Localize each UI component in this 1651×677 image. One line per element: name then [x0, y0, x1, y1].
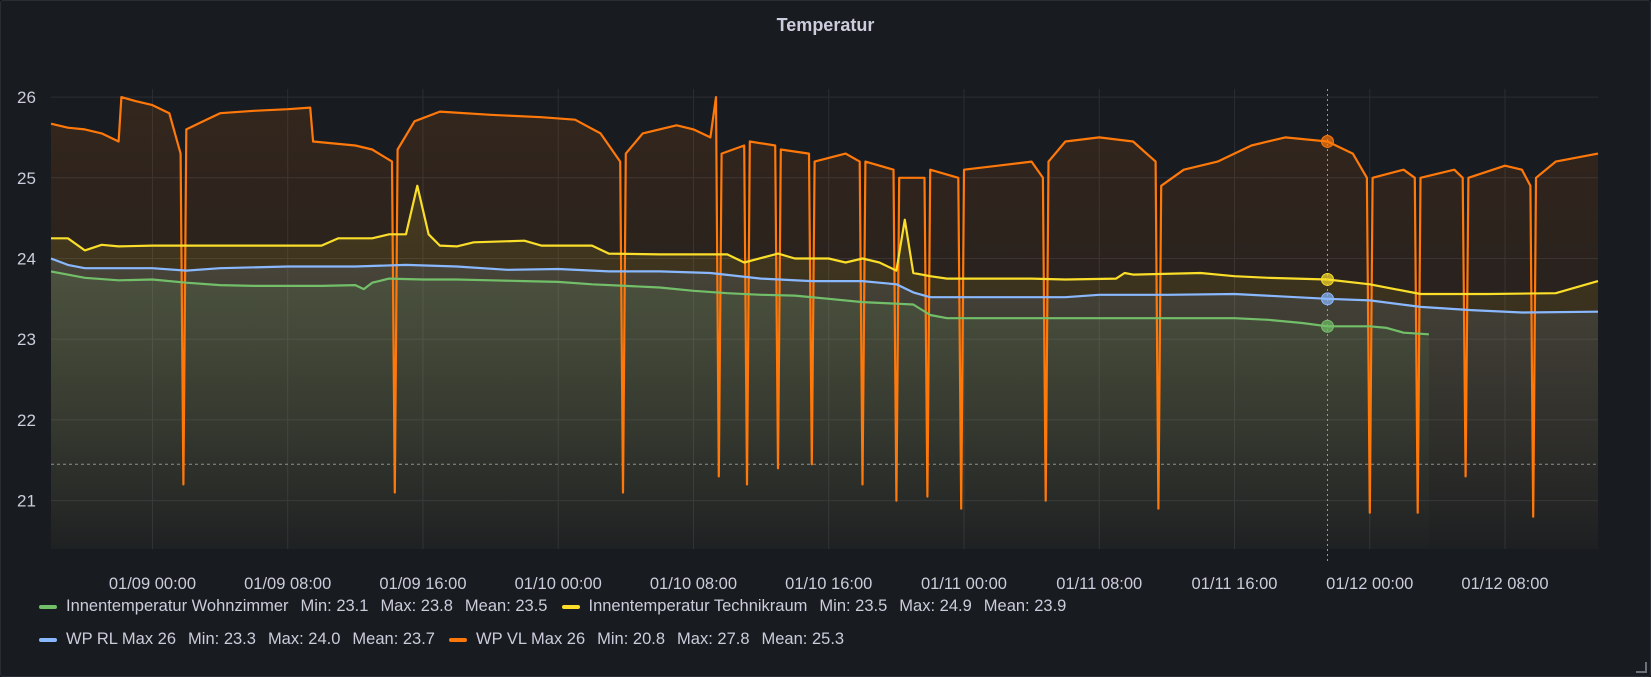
legend-max-label: Max:: [380, 597, 417, 615]
legend-max-label: Max:: [267, 630, 304, 648]
legend-min-value: 23.1: [336, 597, 369, 615]
y-tick-label: 26: [17, 88, 36, 107]
legend-mean-value: 23.9: [1034, 597, 1067, 615]
x-tick-label: 01/09 16:00: [379, 575, 466, 591]
hover-point-orange: [1320, 134, 1334, 148]
x-tick-label: 01/09 08:00: [244, 575, 331, 591]
legend-swatch-yellow: [561, 604, 580, 609]
legend-mean-label: Mean:: [352, 630, 399, 648]
legend-series-name: WP VL Max 26: [476, 630, 586, 648]
legend-item-wohnzimmer[interactable]: Innentemperatur Wohnzimmer Min: 23.1 Max…: [39, 597, 548, 616]
x-tick-label: 01/11 08:00: [1056, 575, 1142, 591]
legend-max-value: 23.8: [420, 597, 453, 615]
y-tick-label: 25: [17, 169, 36, 188]
legend-mean-value: 25.3: [811, 630, 845, 648]
series-line-blue: [50, 257, 1599, 314]
x-tick-label: 01/12 00:00: [1326, 575, 1413, 591]
y-tick-label: 23: [17, 330, 36, 349]
legend-swatch-orange: [449, 637, 467, 642]
legend-max-label: Max:: [899, 597, 936, 615]
legend-mean-label: Mean:: [983, 597, 1030, 615]
panel-resize-handle[interactable]: [1636, 662, 1647, 673]
y-tick-label: 21: [17, 492, 36, 511]
legend-min-value: 23.5: [855, 597, 888, 615]
legend-mean-value: 23.5: [515, 597, 548, 615]
legend-min-value: 20.8: [632, 630, 666, 648]
legend-item-wp-vl[interactable]: WP VL Max 26 Min: 20.8 Max: 27.8 Mean: 2…: [449, 630, 844, 649]
legend-series-name: WP RL Max 26: [66, 630, 177, 648]
legend-swatch-blue: [39, 637, 57, 642]
x-tick-label: 01/09 00:00: [109, 575, 196, 591]
y-tick-label: 24: [17, 249, 36, 268]
legend-min-value: 23.3: [223, 630, 256, 648]
series-line-yellow: [51, 184, 1599, 296]
legend-min-label: Min:: [597, 630, 629, 648]
x-tick-label: 01/11 00:00: [921, 575, 1007, 591]
legend-row-2: WP RL Max 26 Min: 23.3 Max: 24.0 Mean: 2…: [39, 630, 858, 649]
panel-title[interactable]: Temperatur: [776, 15, 875, 35]
x-tick-label: 01/11 16:00: [1192, 575, 1278, 591]
legend-swatch-green: [39, 604, 57, 609]
legend-mean-label: Mean:: [761, 630, 808, 648]
legend-item-technikraum[interactable]: Innentemperatur Technikraum Min: 23.5 Ma…: [561, 597, 1067, 616]
hover-point-green: [1320, 319, 1334, 333]
x-tick-label: 01/10 08:00: [650, 575, 737, 591]
legend-row-1: Innentemperatur Wohnzimmer Min: 23.1 Max…: [39, 597, 1080, 616]
legend-max-value: 27.8: [717, 630, 750, 648]
legend-mean-label: Mean:: [464, 597, 511, 615]
hover-point-yellow: [1320, 272, 1334, 286]
x-tick-label: 01/12 08:00: [1461, 575, 1548, 591]
legend-max-value: 24.9: [939, 597, 972, 615]
legend-mean-value: 23.7: [402, 630, 435, 648]
legend-max-value: 24.0: [308, 630, 341, 648]
series-line-green: [50, 270, 1429, 336]
legend-series-name: Innentemperatur Technikraum: [588, 597, 808, 615]
legend-item-wp-rl[interactable]: WP RL Max 26 Min: 23.3 Max: 24.0 Mean: 2…: [39, 630, 435, 649]
legend-series-name: Innentemperatur Wohnzimmer: [66, 597, 289, 615]
legend-min-label: Min:: [188, 630, 220, 648]
x-tick-label: 01/10 16:00: [785, 575, 872, 591]
legend-min-label: Min:: [819, 597, 851, 615]
temperature-chart[interactable]: 21 22 23 24 25 26 01/09 00:00 01/09 08:00 01/09 …: [1, 1, 1650, 591]
y-tick-label: 22: [17, 411, 36, 430]
legend-max-label: Max:: [677, 630, 713, 648]
series-line-orange: [50, 96, 1599, 518]
legend-min-label: Min:: [300, 597, 332, 615]
x-tick-label: 01/10 00:00: [515, 575, 602, 591]
hover-point-blue: [1320, 292, 1334, 306]
